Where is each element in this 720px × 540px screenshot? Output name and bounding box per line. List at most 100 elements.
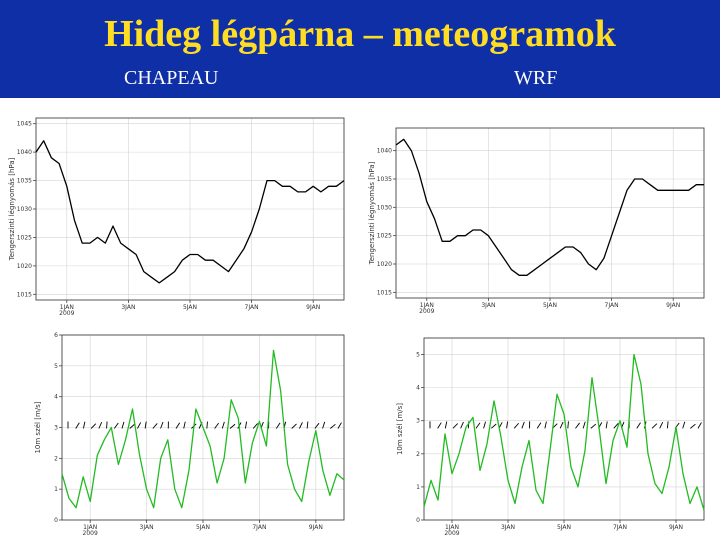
chapeau-wind-ytick-label: 4 [54,394,58,401]
wrf-pressure-xtick-sublabel: 2009 [419,308,434,315]
wrf-wind-xtick-sublabel: 2009 [444,530,459,537]
wrf-wind-wind-barb [659,421,664,429]
wrf-wind-wind-barb [444,421,448,429]
wrf-wind-wind-barb [666,421,669,429]
chapeau-pressure-xtick-label: 5JAN [183,304,197,311]
wrf-wind-wind-barb [682,421,686,429]
chapeau-wind-wind-barb [183,421,186,429]
chapeau-wind-ytick-label: 1 [54,486,58,493]
wrf-wind-wind-barb [460,421,464,429]
wrf-wind-wind-barb [590,423,597,429]
chapeau-wind-wind-barb [330,423,336,429]
chapeau-wind-wind-barb [291,423,297,429]
chapeau-wind-wind-barb [299,422,303,429]
chapeau-pressure-xtick-label: 9JAN [306,304,320,311]
chapeau-wind-wind-barb [75,422,80,429]
chapeau-wind-wind-barb [314,422,320,429]
page-title: Hideg légpárna – meteogramok [104,13,616,55]
wrf-wind-wind-barb [490,423,497,429]
chapeau-wind-wind-barb [98,422,103,429]
wrf-wind-ytick-label: 1 [416,484,420,491]
chapeau-wind-wind-barb [121,421,125,429]
chapeau-wind-wind-barb [175,422,181,429]
wrf-wind-ytick-label: 5 [416,352,420,359]
chapeau-pressure-ytick-label: 1030 [17,206,32,213]
chapeau-pressure-xtick-label: 3JAN [121,304,135,311]
wrf-wind-wind-barb [521,421,525,429]
chapeau-wind-wind-barb [244,421,248,429]
chapeau-wind-wind-barb [337,422,342,429]
chapeau-wind-wind-barb [214,422,220,429]
wrf-wind-wind-barb [567,421,569,429]
chapeau-pressure-ytick-label: 1020 [17,263,32,270]
wrf-pressure-ytick-label: 1015 [377,289,392,296]
wrf-pressure-ytick-label: 1030 [377,204,392,211]
wrf-wind-ytick-label: 2 [416,451,420,458]
chapeau-wind-wind-barb [252,423,258,429]
wrf-pressure-ylabel: Tengerszinti légnyomás [hPa] [368,161,376,265]
chapeau-wind-ytick-label: 2 [54,455,58,462]
wrf-pressure-xtick-label: 7JAN [605,302,619,309]
chapeau-wind-ytick-label: 0 [54,517,58,524]
wrf-wind-xtick-label: 5JAN [557,524,571,531]
wrf-pressure-xtick-label: 9JAN [666,302,680,309]
chapeau-wind-wind-barb [229,423,236,429]
wrf-pressure-xtick-label: 1JAN [420,302,434,309]
wrf-pressure-xtick-label: 5JAN [543,302,557,309]
chapeau-pressure-xtick-label: 1JAN [60,304,74,311]
wrf-wind-wind-barb [575,422,580,429]
wrf-wind-wind-barb [452,423,458,429]
wrf-wind-series-line [423,353,705,511]
chapeau-pressure-ytick-label: 1035 [17,178,32,185]
chapeau-wind-wind-barb [82,421,86,429]
chapeau-wind-wind-barb [221,421,225,429]
wrf-wind-wind-barb [582,421,586,429]
chapeau-wind-wind-barb [137,422,142,429]
wrf-wind-wind-barb [506,421,509,429]
wrf-wind-wind-barb [636,422,641,429]
wrf-wind-wind-barb [483,421,486,429]
chapeau-pressure-ytick-label: 1045 [17,121,32,128]
wrf-wind-wind-barb [437,422,442,429]
wrf-pressure-ytick-label: 1040 [377,148,392,155]
header-bar: Hideg légpárna – meteogramok CHAPEAU WRF [0,0,720,98]
chapeau-pressure-xtick-label: 7JAN [245,304,259,311]
chapeau-pressure-ylabel: Tengerszinti légnyomás [hPa] [8,157,16,261]
wrf-pressure-ytick-label: 1025 [377,233,392,240]
chapeau-wind-xtick-label: 7JAN [252,524,266,531]
chapeau-pressure-ytick-label: 1015 [17,291,32,298]
chapeau-pressure-series-line [35,140,345,284]
wrf-wind-wind-barb [536,422,542,429]
chapeau-wind-ytick-label: 5 [54,363,58,370]
chapeau-pressure-ytick-label: 1040 [17,149,32,156]
model-label-chapeau: CHAPEAU [124,67,219,89]
wrf-wind-wind-barb [475,422,481,429]
chapeau-wind-xtick-sublabel: 2009 [83,530,98,537]
chapeau-wind-xtick-label: 9JAN [309,524,323,531]
chapeau-wind-wind-barb [106,421,108,429]
chapeau-wind-wind-barb [113,422,119,429]
wrf-wind-xtick-label: 3JAN [501,524,515,531]
chapeau-wind-xtick-label: 1JAN [83,524,97,531]
wrf-wind-xtick-label: 9JAN [669,524,683,531]
wrf-wind-wind-barb [651,423,658,429]
wrf-wind-wind-barb [513,422,519,429]
wrf-wind-ytick-label: 0 [416,517,420,524]
wrf-pressure-series-line [395,138,704,276]
wrf-wind-wind-barb [697,422,702,429]
wrf-wind-wind-barb [690,423,696,429]
chapeau-wind-wind-barb [129,423,135,429]
chapeau-pressure-xtick-sublabel: 2009 [59,310,74,317]
chapeau-wind-wind-barb [90,423,97,429]
chapeau-wind-wind-barb [160,421,164,429]
chapeau-wind-wind-barb [152,423,158,429]
wrf-wind-wind-barb [613,423,619,429]
wrf-pressure-ytick-label: 1035 [377,176,392,183]
chapeau-wind-wind-barb [275,422,281,429]
wrf-pressure-ytick-label: 1020 [377,261,392,268]
chapeau-wind-ytick-label: 3 [54,425,58,432]
